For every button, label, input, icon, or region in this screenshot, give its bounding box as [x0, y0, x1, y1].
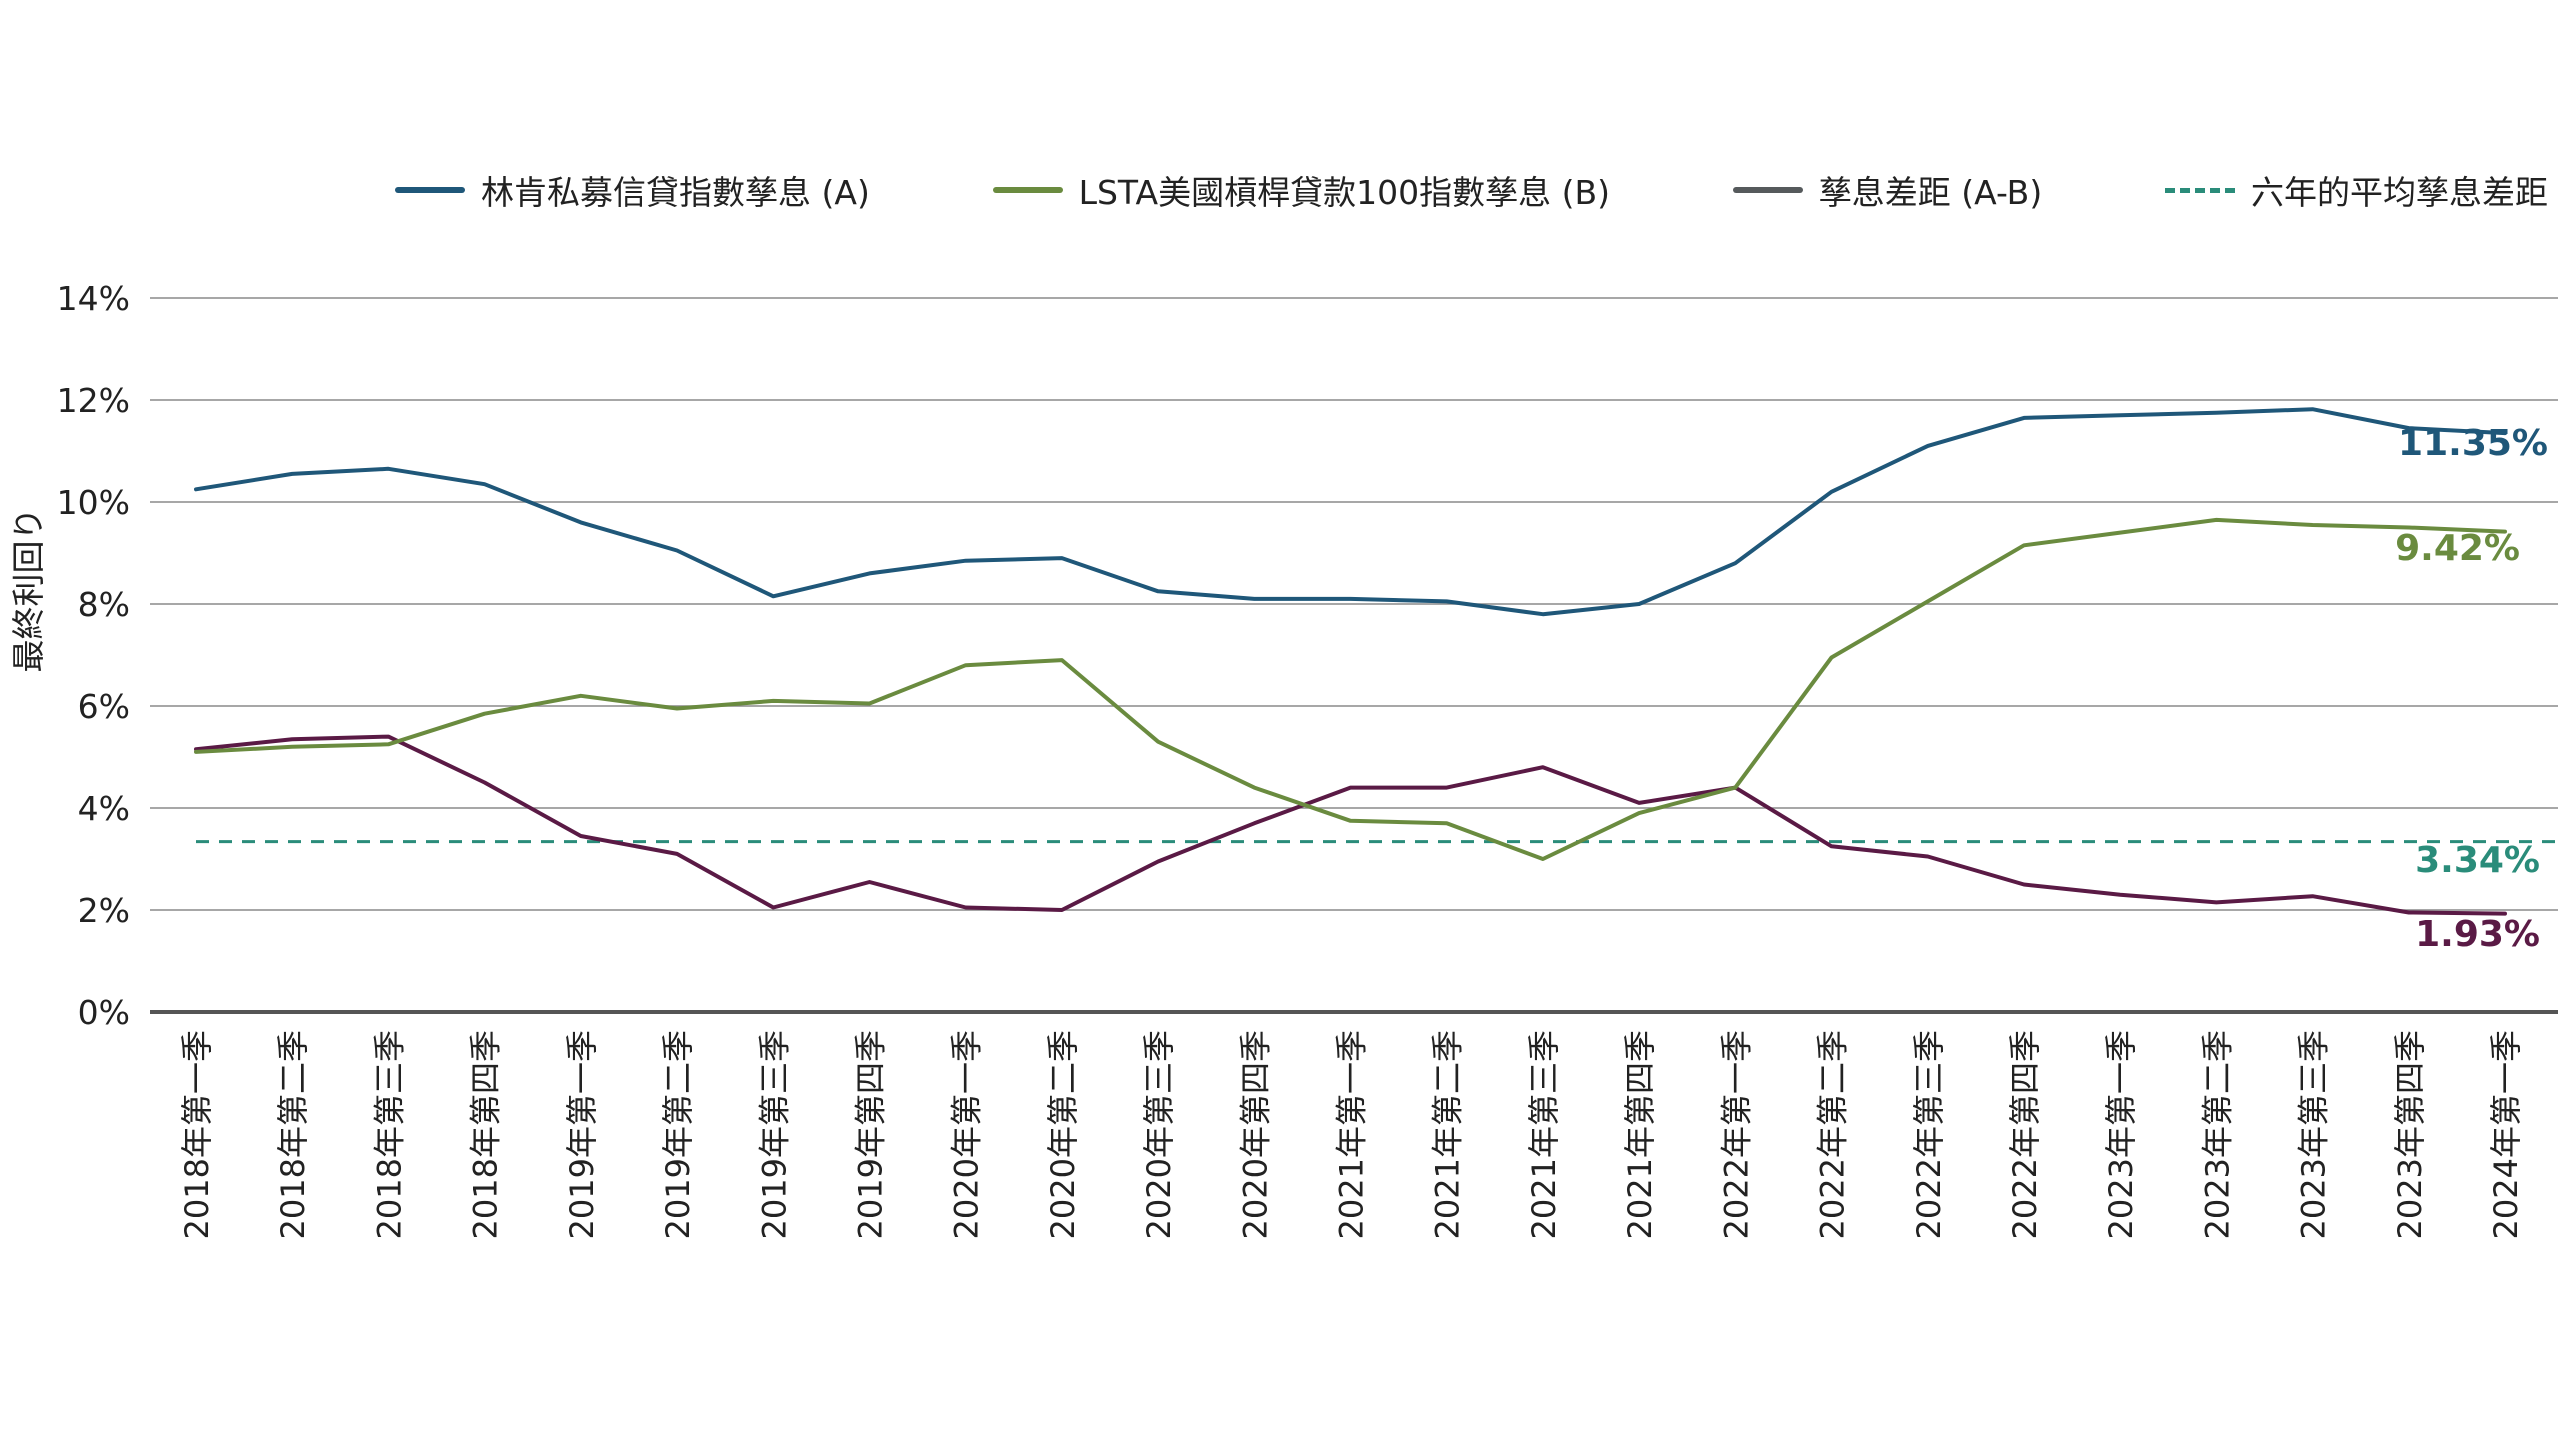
x-tick-label: 2021年第四季 — [1621, 1030, 1659, 1239]
end-label-spread: 1.93% — [2415, 914, 2540, 955]
x-tick-label: 2023年第一季 — [2102, 1030, 2140, 1239]
y-tick-label: 8% — [78, 585, 130, 624]
x-tick-label: 2022年第一季 — [1717, 1030, 1755, 1239]
x-tick-label: 2022年第四季 — [2006, 1030, 2044, 1239]
x-tick-label: 2020年第四季 — [1236, 1030, 1274, 1239]
x-tick-label: 2020年第二季 — [1044, 1030, 1082, 1239]
series-spread-line — [194, 734, 2507, 916]
y-tick-label: 0% — [78, 993, 130, 1032]
x-tick-label: 2020年第一季 — [948, 1030, 986, 1239]
series-b-line — [194, 517, 2507, 861]
x-tick-label: 2021年第三季 — [1525, 1030, 1563, 1239]
legend-swatch-a — [395, 187, 465, 193]
x-tick-label: 2019年第三季 — [755, 1030, 793, 1239]
legend-item-spread: 孳息差距 (A-B) — [1732, 166, 2043, 214]
legend-label-b: LSTA美國槓桿貸款100指數孳息 (B) — [1078, 173, 1610, 212]
y-tick-label: 6% — [78, 687, 130, 726]
legend-item-b: LSTA美國槓桿貸款100指數孳息 (B) — [992, 166, 1610, 214]
x-tick-label: 2024年第一季 — [2487, 1030, 2525, 1239]
y-tick-label: 10% — [57, 483, 130, 522]
x-tick-label: 2022年第三季 — [1910, 1030, 1948, 1239]
end-label-a: 11.35% — [2398, 423, 2548, 464]
end-label-b: 9.42% — [2395, 528, 2520, 569]
legend-swatch-b — [992, 187, 1063, 193]
chart-legend: 林肯私募信貸指數孳息 (A) LSTA美國槓桿貸款100指數孳息 (B) 孳息差… — [395, 168, 2548, 212]
x-tick-label: 2019年第四季 — [851, 1030, 889, 1239]
legend-label-a: 林肯私募信貸指數孳息 (A) — [481, 173, 870, 212]
x-tick-label: 2019年第二季 — [659, 1030, 697, 1239]
legend-item-average: 六年的平均孳息差距 — [2164, 166, 2548, 214]
y-tick-label: 4% — [78, 789, 130, 828]
x-tick-label: 2018年第二季 — [274, 1030, 312, 1239]
legend-label-average: 六年的平均孳息差距 — [2250, 173, 2548, 212]
x-tick-label: 2023年第二季 — [2198, 1030, 2236, 1239]
x-tick-label: 2022年第二季 — [1814, 1030, 1852, 1239]
x-tick-label: 2021年第二季 — [1429, 1030, 1467, 1239]
x-tick-label: 2023年第三季 — [2295, 1030, 2333, 1239]
x-tick-label: 2019年第一季 — [563, 1030, 601, 1239]
y-tick-label: 12% — [57, 381, 130, 420]
x-tick-label: 2018年第三季 — [370, 1030, 408, 1239]
series-a-line — [194, 407, 2507, 617]
legend-swatch-average — [2164, 187, 2235, 193]
end-label-average: 3.34% — [2415, 840, 2540, 881]
y-tick-label: 2% — [78, 891, 130, 930]
x-tick-label: 2018年第一季 — [178, 1030, 216, 1239]
x-tick-label: 2023年第四季 — [2391, 1030, 2429, 1239]
y-tick-label: 14% — [57, 279, 130, 318]
legend-label-spread: 孳息差距 (A-B) — [1818, 173, 2043, 212]
legend-item-a: 林肯私募信貸指數孳息 (A) — [395, 166, 870, 214]
x-tick-label: 2018年第四季 — [467, 1030, 505, 1239]
x-tick-label: 2020年第三季 — [1140, 1030, 1178, 1239]
x-tick-label: 2021年第一季 — [1333, 1030, 1371, 1239]
legend-swatch-spread — [1732, 187, 1803, 193]
